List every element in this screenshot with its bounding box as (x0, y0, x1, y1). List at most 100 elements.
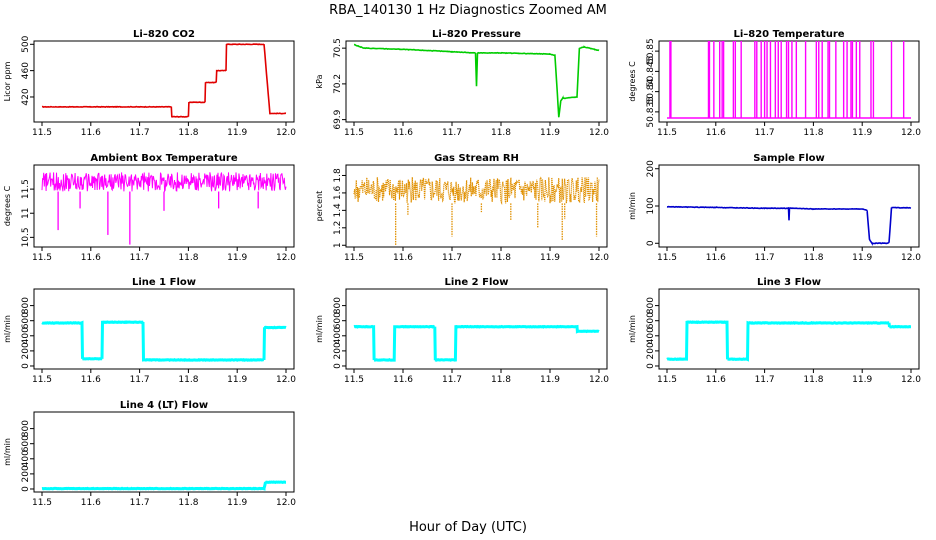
x-tick-label: 11.8 (178, 375, 198, 385)
panel-5: Gas Stream RH 11.5 11.6 11.7 11.8 11.9 12.0 1 1.… (315, 153, 609, 263)
y-tick-label: 0 (646, 363, 656, 369)
x-tick-label: 11.6 (81, 128, 101, 138)
y-tick-label: 11.5 (21, 179, 31, 199)
x-tick-label: 11.6 (81, 375, 101, 385)
panel-title: Ambient Box Temperature (90, 153, 237, 164)
plot-frame (345, 164, 608, 248)
series-group (666, 320, 911, 362)
y-tick-label: 200 (21, 465, 31, 482)
figure-title: RBA_140130 1 Hz Diagnostics Zoomed AM (329, 3, 607, 18)
y-tick-label: 400 (646, 327, 656, 344)
series-line (353, 43, 600, 118)
series-group (666, 205, 912, 247)
panel-title: Gas Stream RH (434, 153, 519, 164)
y-tick-label: 69.9 (333, 109, 343, 129)
panel-9: Line 3 Flow 11.5 11.6 11.7 11.8 11.9 12.0 0 2004… (628, 277, 921, 385)
y-tick-label: 70.5 (333, 38, 343, 58)
y-tick-label: 10.5 (21, 227, 31, 247)
x-tick-label: 11.5 (344, 253, 364, 263)
x-tick-label: 11.6 (393, 253, 413, 263)
y-tick-label: 50.845 (646, 56, 656, 88)
x-tick-label: 12.0 (901, 375, 921, 385)
panel-title: Li–820 Temperature (733, 29, 844, 40)
x-tick-label: 11.7 (130, 498, 150, 508)
plot-frame (33, 40, 295, 123)
y-axis-label: ml/min (628, 315, 637, 343)
x-tick-label: 11.8 (803, 375, 823, 385)
x-tick-label: 11.5 (32, 253, 52, 263)
x-tick-label: 12.0 (589, 253, 609, 263)
y-tick-label: 800 (333, 297, 343, 314)
plot-frame (345, 288, 608, 370)
x-tick-label: 11.7 (442, 253, 462, 263)
x-tick-label: 11.8 (178, 253, 198, 263)
x-tick-label: 11.6 (81, 253, 101, 263)
plot-frame (658, 288, 920, 370)
y-tick-label: 600 (21, 312, 31, 329)
y-tick-label: 0 (646, 240, 656, 246)
y-tick-label: 1.4 (333, 203, 343, 218)
x-tick-label: 11.8 (803, 128, 823, 138)
y-axis-label: ml/min (628, 192, 637, 220)
x-tick-label: 11.9 (540, 128, 560, 138)
panel-title: Line 2 Flow (445, 277, 509, 288)
series-group (41, 480, 286, 491)
x-tick-label: 11.5 (344, 128, 364, 138)
series-line (666, 205, 912, 247)
x-tick-label: 12.0 (276, 498, 296, 508)
series-group (353, 43, 600, 118)
series-line (666, 320, 911, 362)
y-tick-label: 11 (21, 208, 31, 219)
x-tick-label: 11.9 (227, 128, 247, 138)
x-tick-label: 11.5 (657, 375, 677, 385)
y-axis-label: degrees C (628, 61, 637, 102)
x-tick-label: 12.0 (589, 128, 609, 138)
x-tick-label: 11.7 (442, 128, 462, 138)
series-line (41, 43, 287, 118)
x-tick-label: 11.8 (803, 253, 823, 263)
x-tick-label: 12.0 (276, 128, 296, 138)
y-tick-label: 50.85 (646, 38, 656, 64)
panel-1: Li–820 CO2 11.5 11.6 11.7 11.8 11.9 12.0 420 460… (3, 29, 296, 138)
y-tick-label: 1 (333, 242, 343, 248)
x-tick-label: 11.9 (540, 253, 560, 263)
x-tick-label: 12.0 (589, 375, 609, 385)
y-tick-label: 600 (333, 312, 343, 329)
panel-8: Line 2 Flow 11.5 11.6 11.7 11.8 11.9 12.0 0 2004… (315, 277, 609, 385)
y-tick-label: 800 (21, 420, 31, 437)
x-tick-label: 11.5 (32, 498, 52, 508)
y-tick-label: 200 (333, 342, 343, 359)
y-tick-label: 100 (646, 197, 656, 214)
panel-title: Li–820 Pressure (432, 29, 521, 40)
y-tick-label: 200 (646, 160, 656, 177)
panel-3: Li–820 Temperature 11.5 11.6 11.7 11.8 11.9 12… (628, 29, 921, 138)
x-tick-label: 11.7 (755, 375, 775, 385)
x-tick-label: 11.8 (491, 253, 511, 263)
x-tick-label: 11.8 (491, 375, 511, 385)
series-line (353, 324, 600, 362)
series-line (41, 320, 287, 362)
x-tick-label: 11.9 (227, 375, 247, 385)
x-tick-label: 11.9 (852, 375, 872, 385)
x-tick-label: 11.8 (178, 128, 198, 138)
y-axis-label: degrees C (3, 185, 12, 226)
panel-4: Ambient Box Temperature 11.5 11.6 11.7 11.8 1… (3, 153, 296, 263)
x-tick-label: 11.6 (393, 128, 413, 138)
panel-7: Line 1 Flow 11.5 11.6 11.7 11.8 11.9 12.0 0 2004… (3, 277, 296, 385)
panel-6: Sample Flow 11.5 11.6 11.7 11.8 11.9 12.0 0 100 2… (628, 153, 921, 263)
x-tick-label: 11.6 (81, 498, 101, 508)
panel-title: Line 3 Flow (757, 277, 821, 288)
panel-10: Line 4 (LT) Flow 11.5 11.6 11.7 11.8 11.9 12.0… (3, 400, 296, 508)
y-tick-label: 400 (21, 327, 31, 344)
x-axis-label: Hour of Day (UTC) (409, 520, 527, 535)
y-axis-label: ml/min (3, 315, 12, 343)
y-tick-label: 70.2 (333, 74, 343, 94)
x-tick-label: 11.9 (227, 498, 247, 508)
y-tick-label: 400 (333, 327, 343, 344)
y-axis-label: kPa (315, 74, 324, 88)
y-tick-label: 0 (333, 363, 343, 369)
y-tick-label: 800 (21, 297, 31, 314)
x-tick-label: 12.0 (276, 375, 296, 385)
y-tick-label: 600 (21, 435, 31, 452)
x-tick-label: 11.5 (657, 128, 677, 138)
